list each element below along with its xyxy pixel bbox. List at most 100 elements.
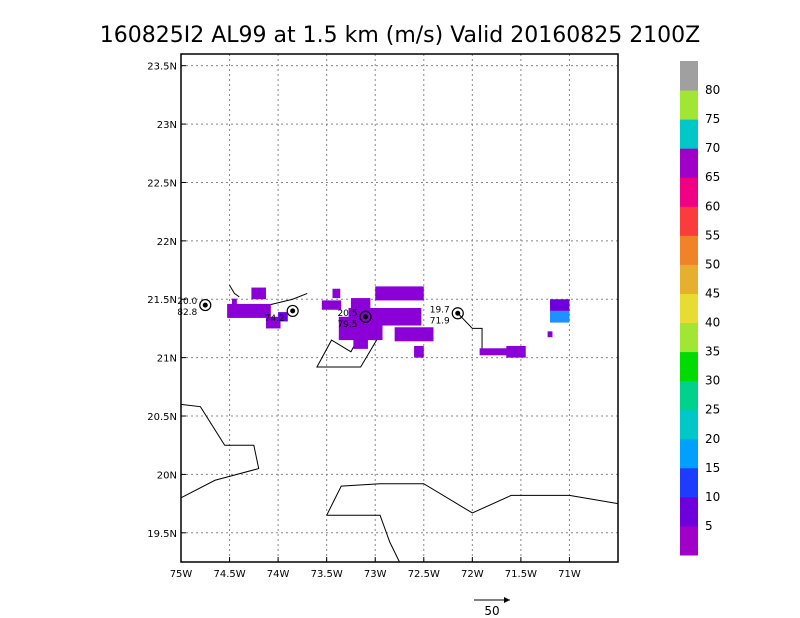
wind-cell (394, 327, 434, 342)
wind-cell (547, 331, 553, 338)
y-tick-label: 19.5N (147, 529, 177, 540)
storm-marker-inner (202, 302, 208, 308)
x-tick-label: 75W (170, 569, 193, 580)
y-tick-label: 23N (157, 120, 177, 131)
colorbar-label: 45 (705, 286, 720, 300)
wind-cell (332, 288, 341, 299)
y-tick-label: 20.5N (147, 412, 177, 423)
colorbar-segment (680, 293, 698, 324)
storm-marker-outer (286, 304, 299, 318)
colorbar-segment (680, 148, 698, 178)
x-tick-label: 74W (267, 569, 290, 580)
colorbar-segment (680, 235, 698, 265)
reference-arrow-label: 50 (484, 604, 499, 618)
x-tick-label: 74.5W (213, 569, 245, 580)
y-axis-ticks: 19.5N 20N 20.5N 21N 21.5N 22N 22.5N 23N 23.5N (147, 62, 186, 540)
wind-cell (227, 303, 271, 318)
wind-cell (231, 298, 237, 305)
storm-label-top: 20.5 (337, 309, 357, 319)
colorbar-label: 40 (705, 316, 720, 330)
storm-marker-outer (359, 310, 372, 323)
colorbar-label: 20 (705, 432, 720, 446)
colorbar-segment (680, 525, 698, 556)
wind-cell (550, 299, 570, 311)
wind-cell (348, 308, 422, 326)
x-tick-label: 72.5W (408, 569, 440, 580)
coastlines (180, 284, 619, 563)
storm-marker-inner (455, 310, 461, 316)
wind-cell (506, 345, 526, 358)
wind-cell (265, 316, 281, 329)
storm-label-top: 20.0 (177, 297, 197, 307)
colorbar-label: 10 (705, 490, 720, 504)
colorbar-label: 5 (705, 519, 713, 533)
y-tick-label: 21.5N (147, 295, 177, 306)
colorbar-label: 30 (705, 374, 720, 388)
storm-marker-inner (363, 314, 369, 320)
colorbar-label: 50 (705, 257, 720, 271)
colorbar-segment (680, 380, 698, 411)
colorbar-segment (680, 264, 698, 294)
coastline (229, 284, 240, 298)
colorbar-label: 60 (705, 199, 720, 213)
coastline (268, 292, 308, 306)
y-tick-label: 23.5N (147, 62, 177, 73)
storm-marker-inner (290, 308, 296, 314)
colorbar-segment (680, 322, 698, 353)
storm-label-bottom: 71.9 (430, 316, 450, 326)
colorbar-segment (680, 438, 698, 469)
coastline (457, 312, 483, 352)
plot-frame (180, 53, 619, 563)
storm-label-bottom: 79.5 (337, 320, 357, 330)
wind-cell (550, 310, 570, 323)
colorbar-label: 55 (705, 228, 720, 242)
colorbar-label: 75 (705, 112, 720, 126)
coastline (326, 514, 400, 563)
vector-reference: 50 (474, 597, 510, 618)
colorbar-label: 65 (705, 170, 720, 184)
colorbar-segment (680, 90, 698, 120)
colorbar-label: 15 (705, 461, 720, 475)
storm-label-top: 19.7 (430, 305, 450, 315)
storm-label-bottom: 82.8 (177, 308, 197, 318)
colorbar-segment (680, 409, 698, 440)
y-tick-label: 22N (157, 237, 177, 248)
colorbar-segment (680, 177, 698, 207)
wind-cell (278, 312, 288, 322)
x-tick-label: 73.5W (311, 569, 343, 580)
x-tick-label: 73W (364, 569, 387, 580)
x-tick-label: 71W (558, 569, 581, 580)
wind-cell (479, 348, 514, 356)
colorbar-label: 35 (705, 345, 720, 359)
colorbar-segment (680, 119, 698, 149)
chart-title: 160825I2 AL99 at 1.5 km (m/s) Valid 2016… (100, 23, 701, 48)
wind-cell (251, 287, 266, 300)
wind-cell (353, 331, 368, 349)
y-tick-label: 20N (157, 470, 177, 481)
colorbar: 5 10 15 20 25 30 35 40 45 50 55 60 65 70 75 80 (680, 61, 720, 556)
colorbar-label: 25 (705, 403, 720, 417)
storm-marker-outer (199, 298, 212, 312)
x-tick-label: 72W (461, 569, 484, 580)
wind-cell (375, 286, 424, 301)
storm-marker-outer (451, 307, 464, 320)
colorbar-segment (680, 467, 698, 498)
storm-markers: 20.082.8 74.2 20.579.5 19.771.9 (177, 297, 464, 330)
colorbar-segment (680, 61, 698, 91)
colorbar-segment (680, 496, 698, 527)
wind-cell (321, 300, 342, 310)
y-tick-label: 22.5N (147, 178, 177, 189)
x-tick-label: 71.5W (505, 569, 537, 580)
wind-cell (414, 345, 424, 358)
coastline (180, 403, 260, 499)
coastline (326, 483, 619, 516)
reference-arrow-head (504, 597, 510, 603)
x-axis-ticks: 75W 74.5W 74W 73.5W 73W 72.5W 72W 71.5W 71W (170, 557, 581, 580)
wind-speed-cells (227, 286, 570, 358)
colorbar-segment (680, 351, 698, 382)
colorbar-segment (680, 206, 698, 236)
colorbar-label: 80 (705, 83, 720, 97)
y-tick-label: 21N (157, 354, 177, 365)
colorbar-label: 70 (705, 141, 720, 155)
